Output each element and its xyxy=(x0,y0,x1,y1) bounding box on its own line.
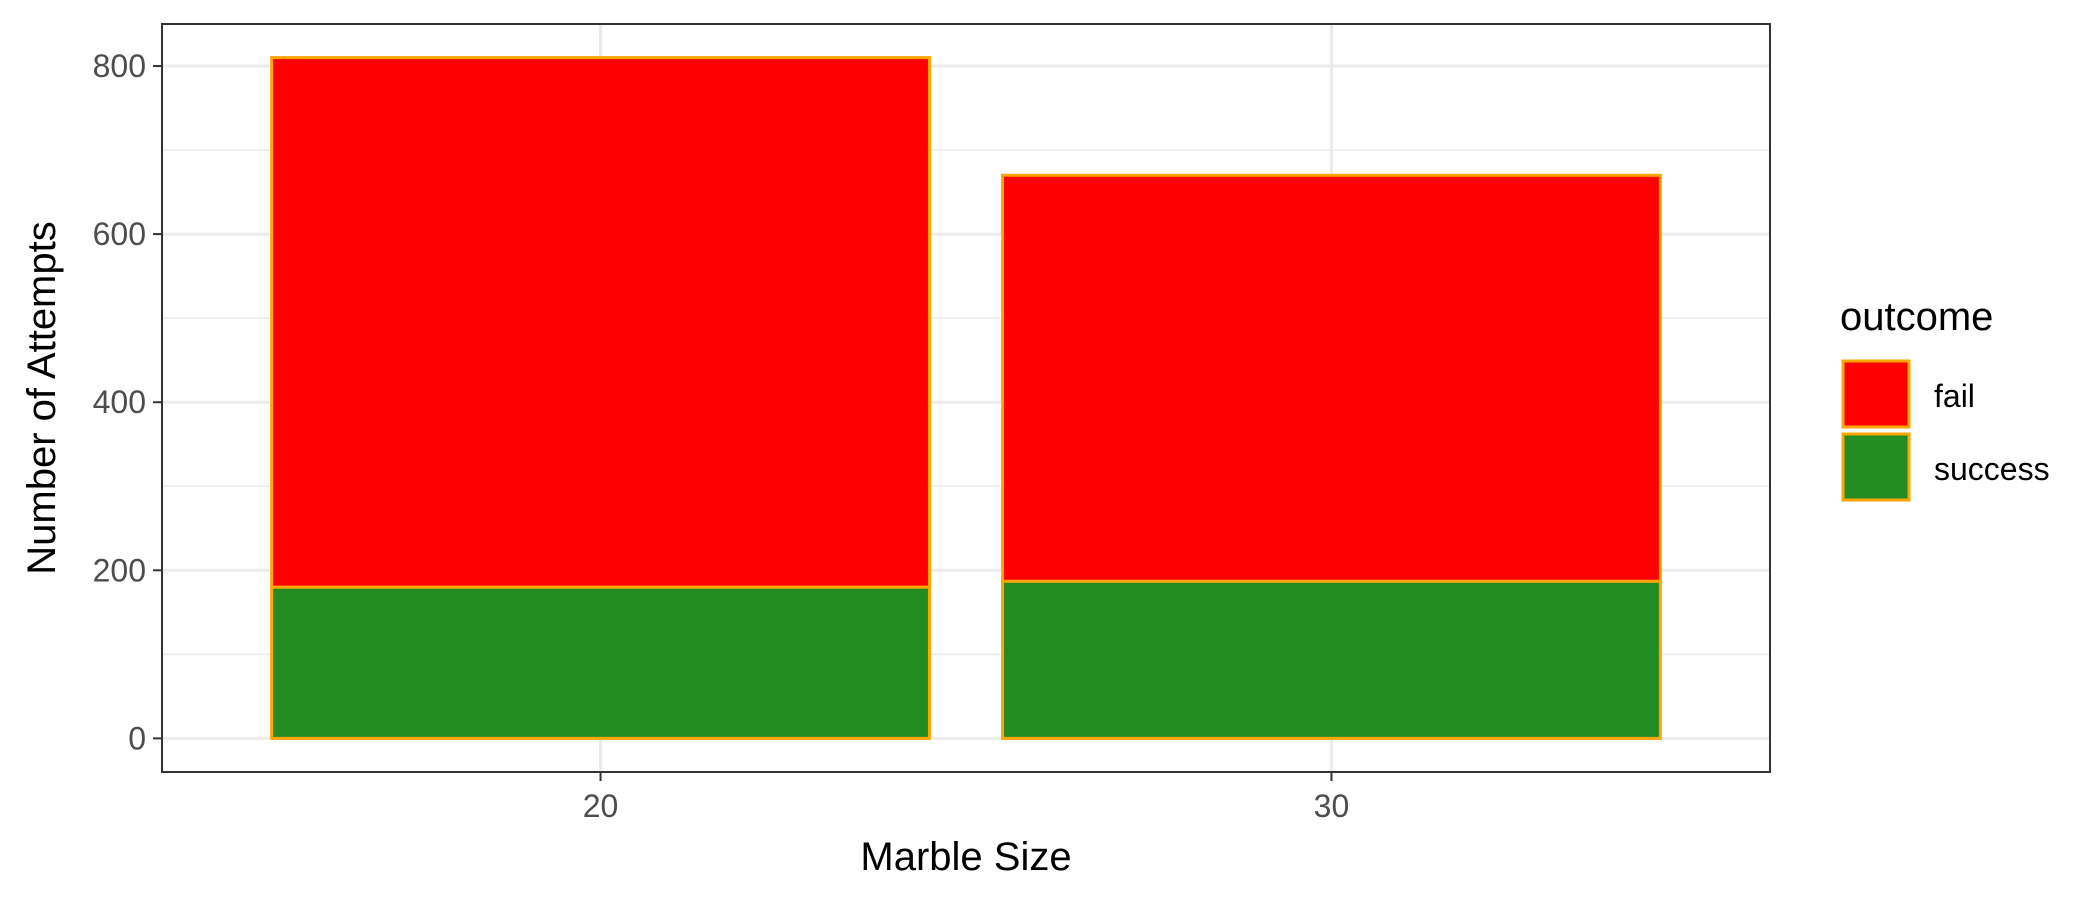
y-axis-title: Number of Attempts xyxy=(20,221,64,574)
legend-label-fail: fail xyxy=(1934,378,1975,414)
x-axis-title: Marble Size xyxy=(860,835,1071,879)
bar-success-30 xyxy=(1001,579,1662,740)
bar-success-20 xyxy=(270,585,931,740)
legend-title: outcome xyxy=(1840,295,1993,339)
y-tick-label: 200 xyxy=(93,552,146,588)
bars xyxy=(270,56,1662,740)
bar-fail-20 xyxy=(270,56,931,589)
y-tick-label: 600 xyxy=(93,216,146,252)
y-tick-label: 800 xyxy=(93,48,146,84)
x-axis: 20 30 xyxy=(583,772,1350,824)
plot-border xyxy=(161,23,1771,773)
y-axis: 0 200 400 600 800 xyxy=(93,48,162,756)
bar-fail-30 xyxy=(1001,173,1662,583)
legend-swatch-fail xyxy=(1841,359,1911,429)
x-tick-label: 20 xyxy=(583,788,619,824)
legend-swatch-success xyxy=(1841,432,1911,502)
legend-label-success: success xyxy=(1934,451,2050,487)
x-tick-label: 30 xyxy=(1314,788,1350,824)
y-tick-label: 0 xyxy=(128,720,146,756)
legend: outcome fail success xyxy=(1840,295,2050,502)
y-tick-label: 400 xyxy=(93,384,146,420)
